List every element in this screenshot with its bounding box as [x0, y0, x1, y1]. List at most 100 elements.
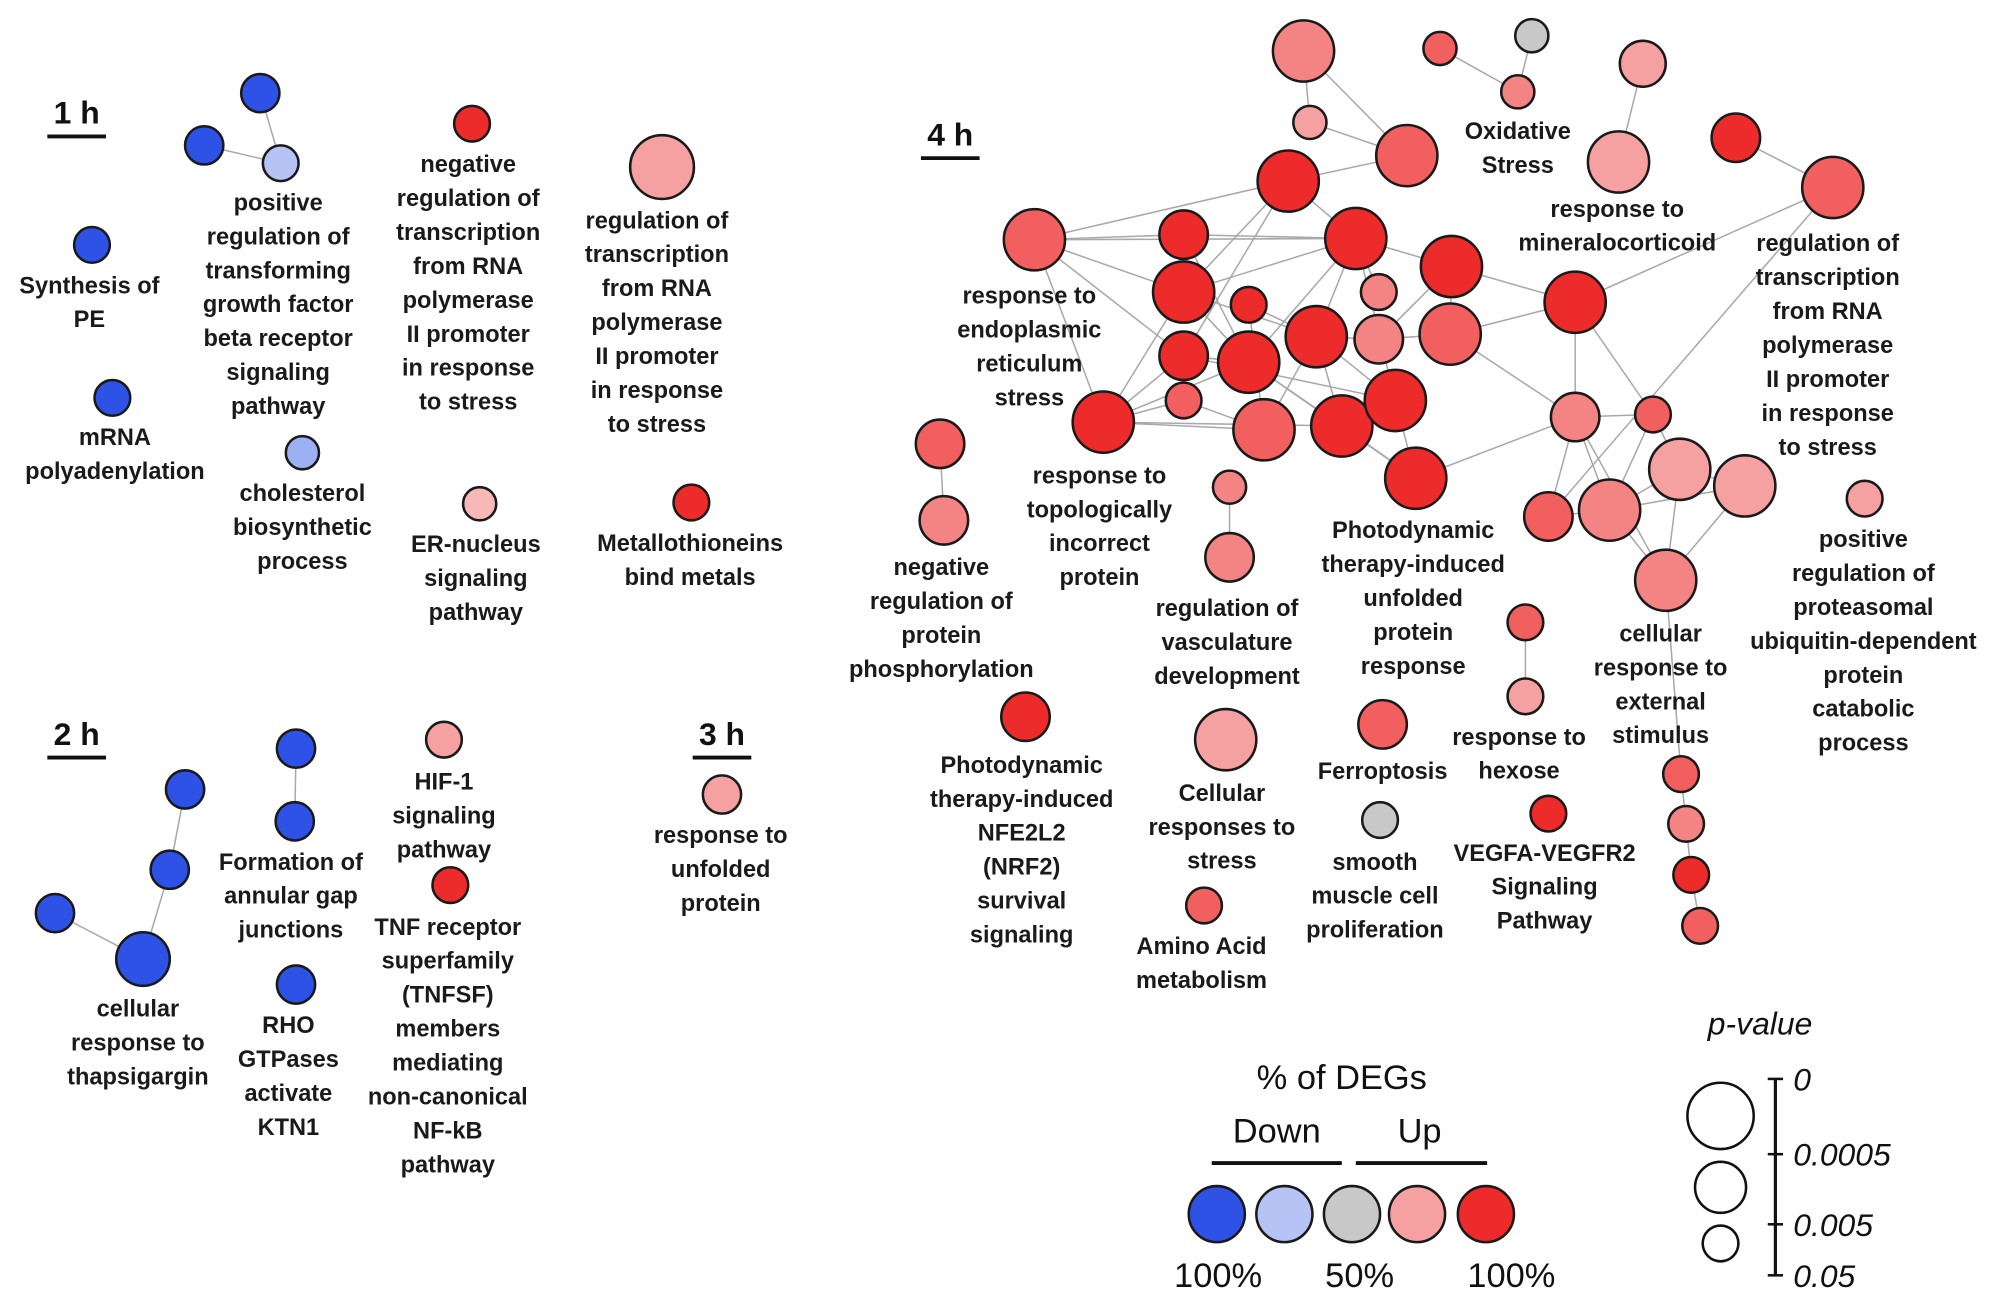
label-line: thapsigargin [67, 1063, 208, 1089]
node-AW[interactable] [999, 691, 1052, 743]
node-h1e[interactable] [93, 378, 132, 418]
node-label-l_vasc: regulation of vasculature development [1154, 595, 1300, 689]
node-h2d[interactable] [114, 930, 172, 988]
node-L[interactable] [1158, 209, 1210, 261]
node-AG[interactable] [1647, 437, 1712, 502]
node-H[interactable] [1710, 112, 1762, 164]
legend-swatch-red [1456, 1184, 1516, 1244]
node-AM[interactable] [914, 418, 966, 470]
node-V[interactable] [1353, 313, 1405, 365]
node-AF[interactable] [1633, 395, 1673, 434]
node-M[interactable] [1323, 206, 1388, 271]
node-AB[interactable] [1309, 394, 1374, 458]
label-line: GTPases [238, 1046, 339, 1072]
node-Q[interactable] [1229, 285, 1268, 324]
legend-size-tick: 0 [1793, 1061, 1811, 1097]
node-O[interactable] [1419, 234, 1484, 299]
node-AZ[interactable] [1360, 800, 1400, 840]
node-T[interactable] [1158, 330, 1210, 382]
legend-percent-tick: 100% [1174, 1257, 1262, 1295]
node-h1j[interactable] [672, 483, 711, 522]
node-h2a[interactable] [164, 769, 206, 810]
node-h1a[interactable] [239, 72, 281, 114]
node-h1h[interactable] [628, 133, 696, 201]
node-h1c[interactable] [261, 144, 300, 183]
label-line: protein [681, 890, 761, 916]
label-line: polymerase [403, 287, 534, 313]
node-U[interactable] [1284, 304, 1349, 369]
node-E[interactable] [1618, 39, 1667, 88]
node-AS[interactable] [1661, 754, 1701, 794]
node-AU[interactable] [1672, 855, 1711, 894]
node-AH[interactable] [1712, 454, 1777, 518]
node-J[interactable] [1256, 149, 1321, 213]
node-h2h[interactable] [424, 720, 464, 759]
node-h2f[interactable] [274, 800, 316, 842]
node-AT[interactable] [1666, 804, 1706, 843]
node-G[interactable] [1586, 130, 1651, 194]
node-N[interactable] [1800, 155, 1865, 220]
node-h1g[interactable] [452, 104, 492, 143]
node-AL[interactable] [1845, 479, 1884, 518]
node-BB[interactable] [1184, 886, 1224, 925]
label-line: NFE2L2 [978, 820, 1066, 846]
label-line: from RNA [602, 275, 712, 301]
label-line: cellular [1619, 620, 1702, 646]
node-AE[interactable] [1549, 391, 1601, 443]
legend-swatch-lightred [1387, 1184, 1447, 1244]
node-BA[interactable] [1529, 794, 1568, 833]
node-h2c[interactable] [34, 892, 76, 934]
node-D[interactable] [1499, 73, 1536, 110]
node-AQ[interactable] [1506, 603, 1545, 642]
label-line: ER-nucleus [411, 531, 541, 557]
node-h2g[interactable] [275, 964, 317, 1005]
label-line: from RNA [413, 253, 523, 279]
node-A[interactable] [1271, 19, 1336, 83]
node-AV[interactable] [1681, 906, 1720, 946]
node-AD[interactable] [1383, 446, 1448, 511]
node-AX[interactable] [1193, 707, 1258, 772]
node-AC[interactable] [1363, 368, 1428, 433]
label-line: cholesterol [240, 480, 366, 506]
node-AR[interactable] [1506, 677, 1545, 716]
node-h2e[interactable] [275, 728, 317, 770]
label-line: external [1615, 688, 1705, 714]
node-AJ[interactable] [1577, 478, 1642, 543]
label-line: Pathway [1497, 908, 1593, 934]
node-h1b[interactable] [183, 124, 225, 166]
node-S[interactable] [1543, 270, 1608, 335]
node-h3a[interactable] [701, 774, 743, 815]
node-AI[interactable] [1522, 490, 1574, 543]
labels-layer: positive regulation of transforming growth … [19, 118, 1977, 1177]
node-P[interactable] [1151, 260, 1216, 324]
node-K[interactable] [1002, 207, 1067, 272]
label-line: II promoter [407, 321, 530, 347]
node-R[interactable] [1359, 272, 1398, 312]
node-W[interactable] [1418, 302, 1483, 367]
label-line: endoplasmic [957, 316, 1101, 342]
label-line: in response [1762, 400, 1894, 426]
node-X[interactable] [1216, 330, 1281, 395]
node-h2i[interactable] [431, 865, 470, 905]
edge [1182, 180, 1289, 357]
node-I[interactable] [1374, 123, 1439, 188]
node-AO[interactable] [1211, 469, 1248, 506]
label-line: signaling [970, 921, 1074, 947]
node-F[interactable] [1292, 104, 1328, 141]
node-AA[interactable] [1232, 397, 1296, 462]
node-AK[interactable] [1633, 548, 1698, 613]
node-h1i[interactable] [461, 485, 498, 522]
node-C[interactable] [1513, 17, 1550, 54]
label-line: polyadenylation [25, 458, 204, 484]
node-B[interactable] [1422, 30, 1458, 67]
label-line: responses to [1149, 814, 1296, 840]
node-Z[interactable] [1071, 390, 1136, 455]
node-h2b[interactable] [149, 849, 191, 891]
node-AN[interactable] [918, 494, 970, 546]
node-AY[interactable] [1357, 698, 1409, 750]
node-Y[interactable] [1164, 381, 1203, 420]
node-AP[interactable] [1204, 531, 1256, 583]
label-line: response [1361, 653, 1466, 679]
node-h1f[interactable] [284, 434, 321, 471]
node-h1d[interactable] [72, 225, 112, 264]
